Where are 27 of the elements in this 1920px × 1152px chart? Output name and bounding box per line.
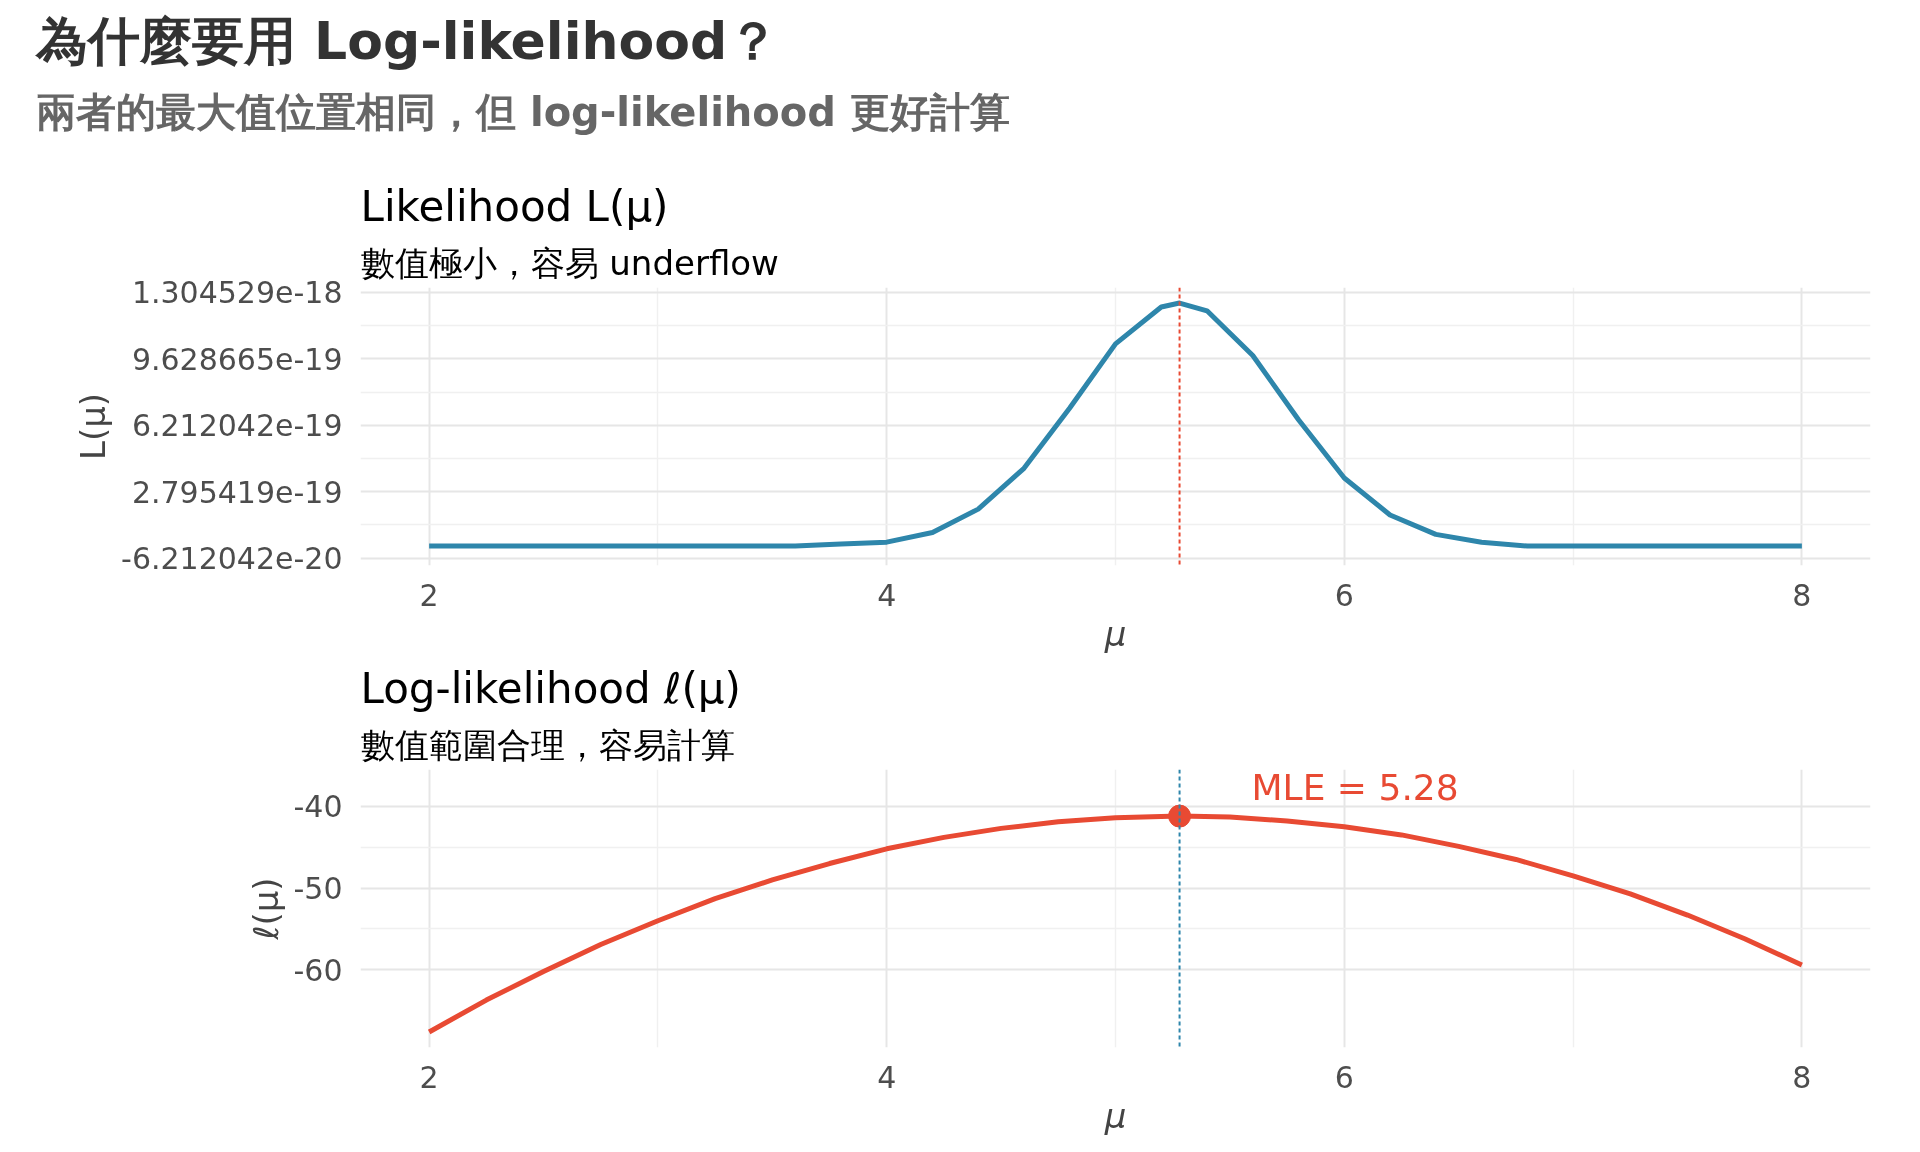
x-tick-label: 4 <box>877 1059 897 1095</box>
x-tick-label: 8 <box>1792 1059 1812 1095</box>
y-tick-label: 1.304529e-18 <box>131 275 343 311</box>
x-tick-label: 6 <box>1334 1059 1354 1095</box>
y-tick-label: 2.795419e-19 <box>131 474 343 510</box>
y-axis-title: ℓ(μ) <box>245 877 286 941</box>
x-tick-label: 2 <box>419 577 439 613</box>
y-axis-title: L(μ) <box>73 392 114 461</box>
chart-subtitle: 數值範圍合理，容易計算 <box>360 724 735 765</box>
annotation: MLE = 5.28 <box>1251 767 1459 809</box>
x-tick-label: 6 <box>1334 577 1354 613</box>
y-tick-label: -40 <box>293 789 343 825</box>
y-tick-label: 9.628665e-19 <box>131 341 343 377</box>
y-tick-label: -6.212042e-20 <box>121 541 343 577</box>
y-tick-label: -60 <box>293 952 343 988</box>
x-axis-title: μ <box>1103 613 1127 654</box>
x-tick-label: 4 <box>877 577 897 613</box>
y-tick-label: 6.212042e-19 <box>131 408 343 444</box>
text: 為什麼要用 Log-likelihood？ <box>36 10 781 73</box>
y-tick-label: -50 <box>293 871 343 907</box>
x-tick-label: 8 <box>1792 577 1812 613</box>
chart-title: Log-likelihood ℓ(μ) <box>360 663 741 713</box>
chart-title: Likelihood L(μ) <box>360 181 669 231</box>
text: 兩者的最大值位置相同，但 log-likelihood 更好計算 <box>36 88 1010 138</box>
x-axis-title: μ <box>1103 1095 1127 1136</box>
chart-subtitle: 數值極小，容易 underflow <box>360 242 779 283</box>
x-tick-label: 2 <box>419 1059 439 1095</box>
